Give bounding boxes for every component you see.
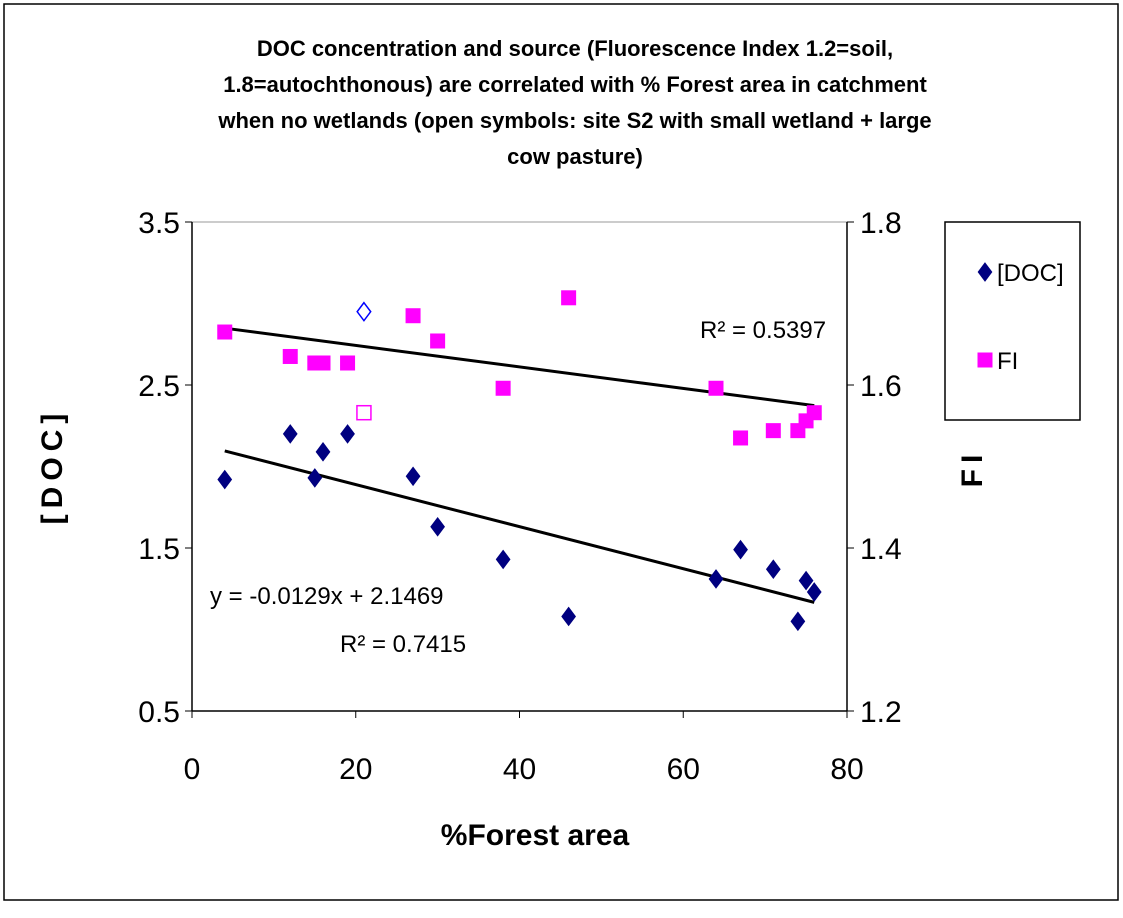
legend-label: FI [997,348,1018,375]
data-point [340,424,355,444]
y2-tick-label: 1.6 [860,370,902,403]
data-point [708,569,724,589]
chart-title: 1.8=autochthonous) are correlated with %… [223,72,927,97]
data-point [315,441,331,462]
data-point [798,570,814,591]
data-point [790,611,806,632]
y-tick-label: 1.5 [138,533,180,566]
y2-tick-label: 1.2 [860,696,902,729]
y2-axis-title: FI [956,449,989,488]
legend-marker [977,262,993,282]
trend-r2: R² = 0.7415 [340,631,466,658]
data-point [430,516,445,537]
data-point [217,469,233,490]
data-point [405,308,421,324]
data-point [340,355,356,371]
legend-box [944,221,1081,421]
x-tick-label: 40 [503,753,536,786]
data-point [282,424,298,444]
data-point [405,466,421,487]
x-tick-label: 80 [830,753,863,786]
data-point [217,324,233,340]
x-tick-label: 0 [184,753,201,786]
chart-title: cow pasture) [507,144,643,169]
chart-title: DOC concentration and source (Fluorescen… [257,36,893,61]
plot-area [191,221,848,712]
y-tick-label: 3.5 [138,207,180,240]
data-point [806,405,822,421]
open-data-point [356,301,372,322]
data-point [561,290,577,306]
data-point [495,380,511,396]
y-axis-title: [DOC] [36,408,69,525]
y2-tick-label: 1.4 [860,533,902,566]
x-axis-title: %Forest area [441,819,630,852]
data-point [307,468,323,488]
trend-r2: R² = 0.5397 [700,317,826,344]
x-tick-label: 20 [339,753,372,786]
y-tick-label: 2.5 [138,370,180,403]
data-point [282,348,298,364]
data-point [765,559,781,580]
y-tick-label: 0.5 [138,696,180,729]
data-point [495,549,511,570]
data-point [430,333,446,349]
data-point [561,606,576,627]
open-data-point [356,404,372,421]
y2-tick-label: 1.8 [860,207,902,240]
legend-marker [977,352,993,368]
data-point [806,582,822,602]
data-point [733,539,748,560]
x-tick-label: 60 [667,753,700,786]
data-point [765,423,781,439]
data-point [733,430,749,446]
data-point [708,380,724,396]
chart-title: when no wetlands (open symbols: site S2 … [217,108,931,133]
data-point [315,355,331,371]
trend-equation: y = -0.0129x + 2.1469 [210,583,444,610]
legend-label: [DOC] [997,260,1064,287]
